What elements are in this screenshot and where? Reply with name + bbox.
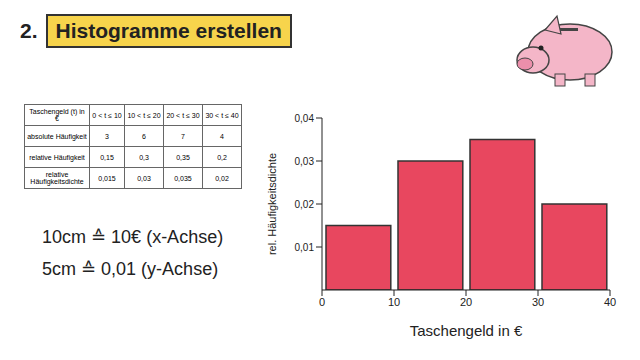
svg-text:0,02: 0,02 xyxy=(295,199,315,210)
html-text:0,02: 0,02 xyxy=(215,174,229,182)
html-text:6: 6 xyxy=(142,132,146,140)
html-text:0 < t ≤ 10: 0 < t ≤ 10 xyxy=(92,111,122,119)
html-text:Histogramme erstellen: Histogramme erstellen xyxy=(55,19,282,42)
svg-text:0,04: 0,04 xyxy=(295,113,315,124)
html-text:30 < t ≤ 40: 30 < t ≤ 40 xyxy=(205,111,239,119)
html-text:0,3: 0,3 xyxy=(139,153,149,161)
svg-text:10: 10 xyxy=(388,296,400,308)
html-text:5cm ≙ 0,01 (y-Achse): 5cm ≙ 0,01 (y-Achse) xyxy=(42,259,219,279)
html-text:0,03: 0,03 xyxy=(137,174,151,182)
html-text:20 < t ≤ 30: 20 < t ≤ 30 xyxy=(166,111,200,119)
html-text:10cm ≙ 10€ (x-Achse): 10cm ≙ 10€ (x-Achse) xyxy=(42,227,224,247)
svg-text:40: 40 xyxy=(604,296,616,308)
html-text:4: 4 xyxy=(220,132,224,140)
html-text:0,035: 0,035 xyxy=(174,174,192,182)
svg-text:20: 20 xyxy=(460,296,472,308)
html-text:7: 7 xyxy=(181,132,185,140)
html-text:relative Häufigkeit: relative Häufigkeit xyxy=(29,153,85,161)
html-text:0,35: 0,35 xyxy=(176,153,190,161)
html-text:absolute Häufigkeit: absolute Häufigkeit xyxy=(27,132,87,140)
svg-text:rel. Häufigkeitsdichte: rel. Häufigkeitsdichte xyxy=(266,153,278,255)
html-text:10 < t ≤ 20: 10 < t ≤ 20 xyxy=(127,111,161,119)
html-text:relative Häufigkeitsdichte: relative Häufigkeitsdichte xyxy=(30,171,84,185)
html-text:3: 3 xyxy=(105,132,109,140)
svg-text:0: 0 xyxy=(319,296,325,308)
html-text:2.: 2. xyxy=(20,19,38,42)
html-text:Taschengeld (t) in €: Taschengeld (t) in € xyxy=(29,108,85,122)
html-text:0,2: 0,2 xyxy=(217,153,227,161)
html-text:0,15: 0,15 xyxy=(100,153,114,161)
svg-text:30: 30 xyxy=(532,296,544,308)
svg-text:Taschengeld in €: Taschengeld in € xyxy=(410,322,523,339)
html-text:0,015: 0,015 xyxy=(98,174,116,182)
svg-text:0,03: 0,03 xyxy=(295,156,315,167)
svg-text:0,01: 0,01 xyxy=(295,242,315,253)
